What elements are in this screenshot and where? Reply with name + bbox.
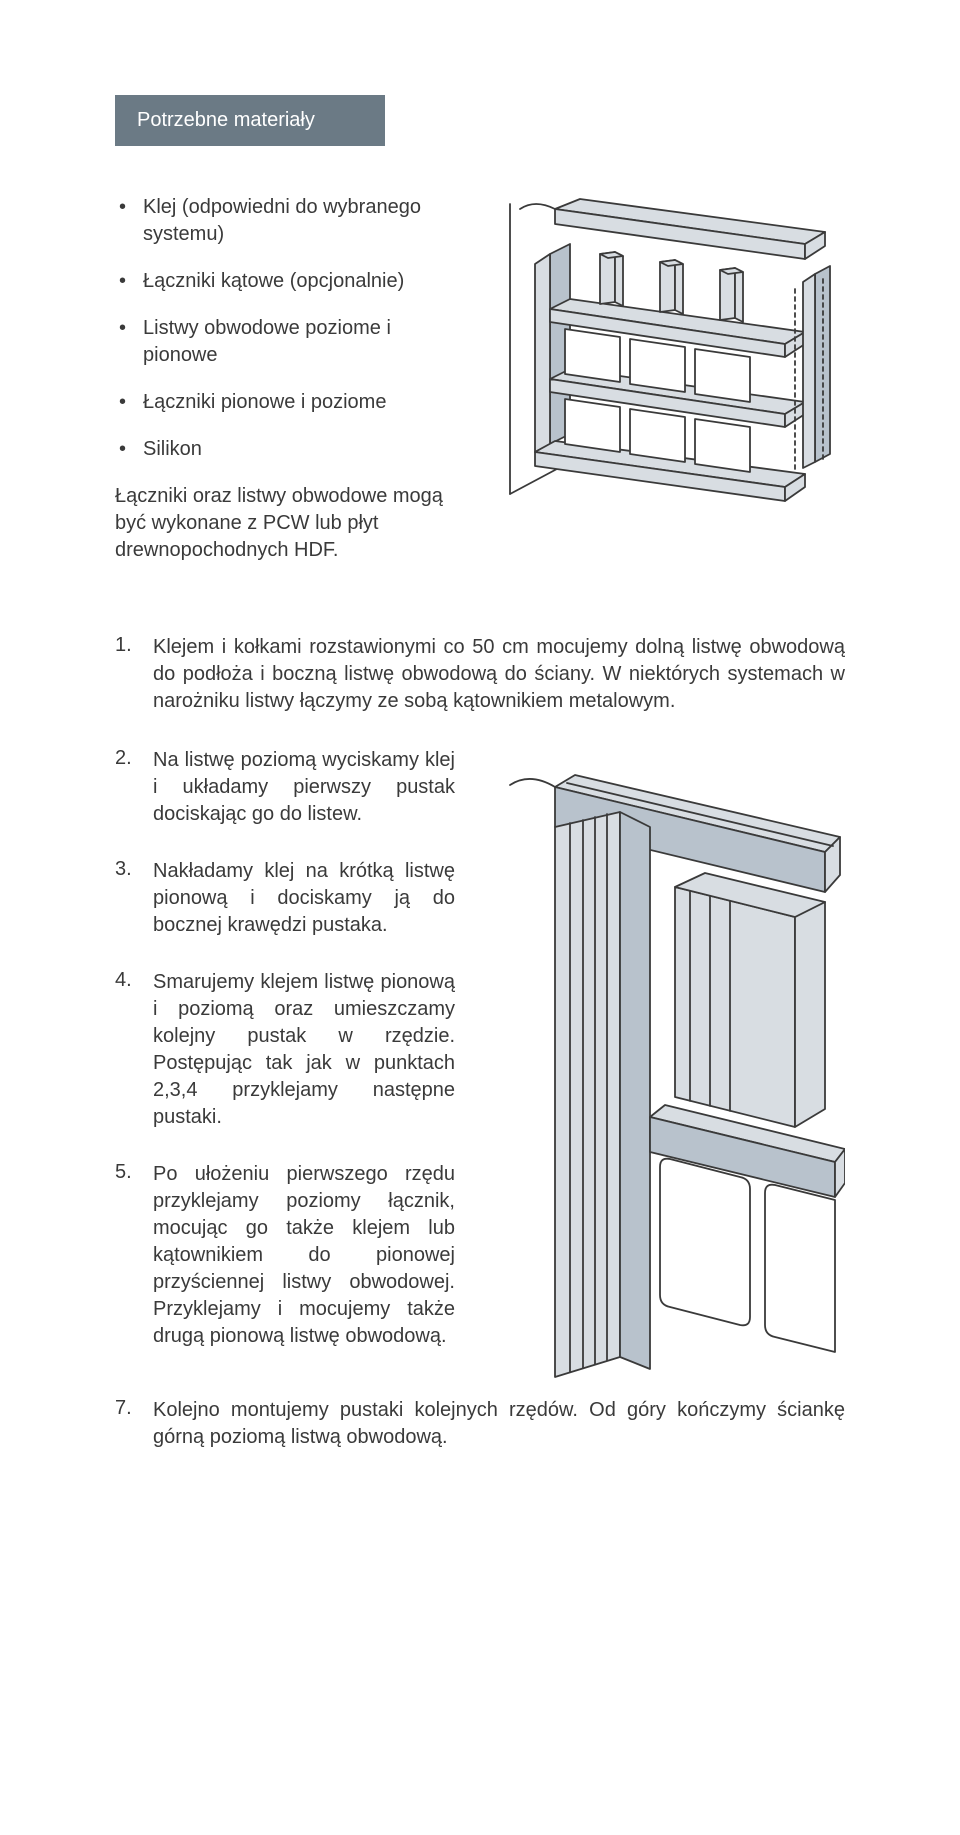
step-1: 1. Klejem i kołkami rozstawionymi co 50 … <box>115 634 845 715</box>
materials-note: Łączniki oraz listwy obwodowe mogą być w… <box>115 483 455 564</box>
material-item: Łączniki pionowe i poziome <box>115 389 455 416</box>
figure-corner-detail <box>495 747 845 1387</box>
step-number: 7. <box>115 1397 153 1451</box>
step-text: Po ułożeniu pierwszego rzędu przyklejamy… <box>153 1161 455 1350</box>
step-number: 2. <box>115 747 153 828</box>
materials-list: Klej (odpowiedni do wybranego systemu) Ł… <box>115 194 455 463</box>
material-text: Listwy obwodowe poziome i pionowe <box>143 317 391 366</box>
step-number: 3. <box>115 858 153 939</box>
section-header-text: Potrzebne materiały <box>137 109 315 131</box>
step-text: Smarujemy klejem listwę pionową i poziom… <box>153 969 455 1131</box>
material-item: Silikon <box>115 436 455 463</box>
material-item: Listwy obwodowe poziome i pionowe <box>115 315 455 369</box>
step-number: 1. <box>115 634 153 715</box>
step-5: 5. Po ułożeniu pierwszego rzędu przyklej… <box>115 1161 455 1350</box>
figure-assembly-overview <box>495 194 845 564</box>
step-4: 4. Smarujemy klejem listwę pionową i poz… <box>115 969 455 1131</box>
step-7: 7. Kolejno montujemy pustaki kolejnych r… <box>115 1397 845 1451</box>
step-2: 2. Na listwę poziomą wyciskamy klej i uk… <box>115 747 455 828</box>
step-text: Na listwę poziomą wyciskamy klej i układ… <box>153 747 455 828</box>
step-text: Kolejno montujemy pustaki kolejnych rzęd… <box>153 1397 845 1451</box>
material-text: Łączniki pionowe i poziome <box>143 391 386 413</box>
step-3: 3. Nakładamy klej na krótką listwę piono… <box>115 858 455 939</box>
material-item: Łączniki kątowe (opcjonalnie) <box>115 268 455 295</box>
step-text: Klejem i kołkami rozstawionymi co 50 cm … <box>153 634 845 715</box>
step-text: Nakładamy klej na krótką listwę pionową … <box>153 858 455 939</box>
material-text: Silikon <box>143 438 202 460</box>
section-header: Potrzebne materiały <box>115 95 385 146</box>
material-text: Klej (odpowiedni do wybranego systemu) <box>143 196 421 245</box>
step-number: 4. <box>115 969 153 1131</box>
material-item: Klej (odpowiedni do wybranego systemu) <box>115 194 455 248</box>
material-text: Łączniki kątowe (opcjonalnie) <box>143 270 404 292</box>
step-number: 5. <box>115 1161 153 1350</box>
